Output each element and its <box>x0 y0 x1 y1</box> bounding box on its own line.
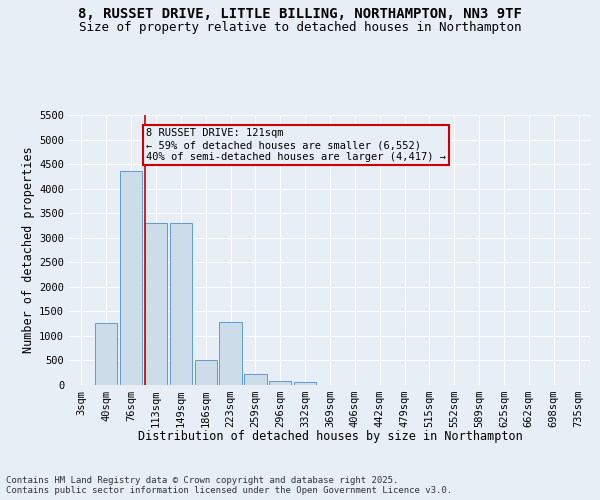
Text: Size of property relative to detached houses in Northampton: Size of property relative to detached ho… <box>79 21 521 34</box>
Bar <box>220 322 242 385</box>
Bar <box>294 382 316 385</box>
Bar <box>120 172 142 385</box>
Text: 8, RUSSET DRIVE, LITTLE BILLING, NORTHAMPTON, NN3 9TF: 8, RUSSET DRIVE, LITTLE BILLING, NORTHAM… <box>78 8 522 22</box>
Y-axis label: Number of detached properties: Number of detached properties <box>22 146 35 354</box>
Bar <box>244 374 266 385</box>
Bar <box>269 381 292 385</box>
Text: Contains HM Land Registry data © Crown copyright and database right 2025.
Contai: Contains HM Land Registry data © Crown c… <box>6 476 452 495</box>
Bar <box>95 322 118 385</box>
Bar <box>170 223 192 385</box>
Text: 8 RUSSET DRIVE: 121sqm
← 59% of detached houses are smaller (6,552)
40% of semi-: 8 RUSSET DRIVE: 121sqm ← 59% of detached… <box>146 128 446 162</box>
X-axis label: Distribution of detached houses by size in Northampton: Distribution of detached houses by size … <box>137 430 523 443</box>
Bar <box>145 223 167 385</box>
Bar <box>194 360 217 385</box>
